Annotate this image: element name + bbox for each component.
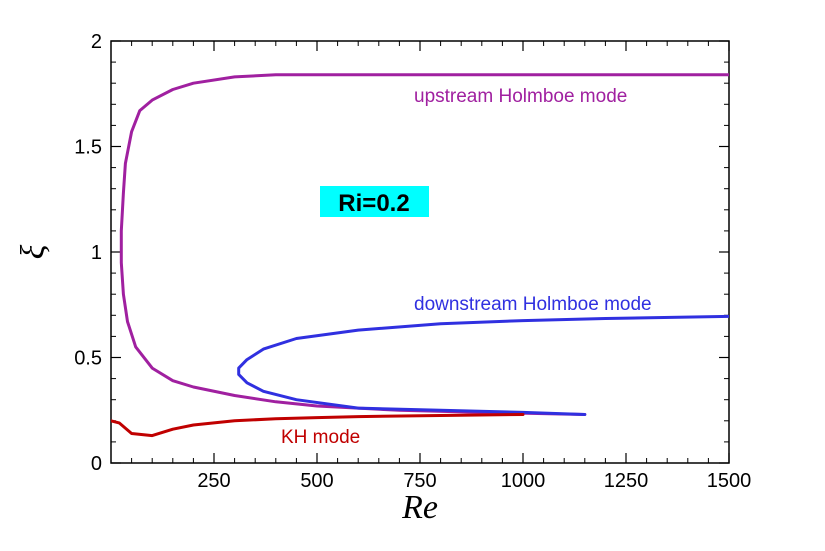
x-axis-title: Re — [401, 489, 438, 526]
upstream-mode-label: upstream Holmboe mode — [414, 86, 627, 107]
x-tick-label: 250 — [197, 470, 230, 492]
y-tick-label: 1.5 — [74, 137, 102, 159]
y-tick-label: 1 — [91, 242, 102, 264]
y-tick-label: 0.5 — [74, 348, 102, 370]
axis-ticks: 250 500 750 1000 1250 1500 0 0.5 1 1.5 2 — [74, 31, 751, 492]
x-tick-label: 1500 — [707, 470, 752, 492]
x-tick-label: 750 — [403, 470, 436, 492]
y-tick-label: 2 — [91, 31, 102, 53]
series-line-upstream — [119, 73, 729, 416]
series-layer — [111, 73, 729, 438]
ri-label-box — [320, 186, 429, 217]
ri-label: Ri=0.2 — [338, 190, 409, 217]
downstream-mode-label: downstream Holmboe mode — [414, 294, 652, 315]
x-tick-label: 1250 — [604, 470, 649, 492]
series-line-downstream — [237, 314, 729, 416]
kh-mode-label: KH mode — [281, 427, 360, 448]
y-tick-label: 0 — [91, 453, 102, 475]
series-line-kh — [111, 413, 525, 438]
y-axis-title: ξ — [15, 244, 52, 259]
x-tick-label: 1000 — [501, 470, 546, 492]
x-tick-label: 500 — [300, 470, 333, 492]
